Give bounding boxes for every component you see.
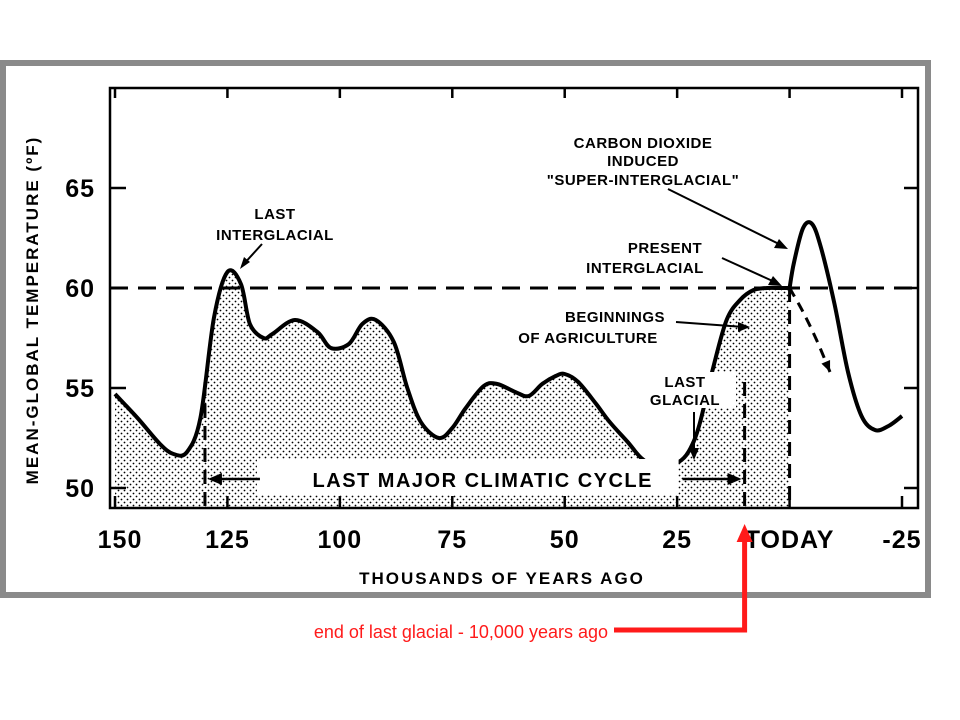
x-tick-label: -25 xyxy=(882,526,921,554)
x-tick-label: 125 xyxy=(205,526,250,554)
annotation-line: PRESENT xyxy=(628,240,702,257)
annotation-line: "SUPER-INTERGLACIAL" xyxy=(547,172,740,189)
y-tick-label: 60 xyxy=(65,275,95,303)
callout-arrowhead xyxy=(736,524,753,542)
stippled-area xyxy=(115,270,790,508)
annotation-present-interglacial: PRESENT INTERGLACIAL xyxy=(586,240,704,277)
annotation-carbon-dioxide: CARBON DIOXIDE INDUCED "SUPER-INTERGLACI… xyxy=(547,135,740,189)
y-tick-label: 65 xyxy=(65,175,95,203)
axis-ticks xyxy=(110,88,918,508)
series-natural-decline xyxy=(788,287,832,373)
x-tick-label: TODAY xyxy=(745,526,835,554)
annotation-line: INTERGLACIAL xyxy=(216,227,334,244)
climatic-cycle-marker: LAST MAJOR CLIMATIC CYCLE xyxy=(207,459,742,495)
annotation-line: INTERGLACIAL xyxy=(586,260,704,277)
annotation-agriculture: BEGINNINGS OF AGRICULTURE xyxy=(518,309,665,347)
arrow-carbon-dioxide xyxy=(667,188,784,247)
annotation-line: OF AGRICULTURE xyxy=(518,330,658,347)
arrow-present-interglacial xyxy=(721,257,778,284)
cycle-arrowhead-right xyxy=(727,473,742,485)
x-tick-label: 25 xyxy=(662,526,692,554)
callout xyxy=(614,524,753,633)
arrowhead xyxy=(738,322,750,332)
arrowhead xyxy=(689,448,699,460)
arrow-agriculture xyxy=(675,321,745,328)
x-tick-labels: 150 125 100 75 50 25 TODAY -25 xyxy=(98,526,921,554)
arrowhead xyxy=(774,239,788,249)
x-tick-label: 100 xyxy=(317,526,362,554)
annotation-line: BEGINNINGS xyxy=(565,309,665,326)
callout-text: end of last glacial - 10,000 years ago xyxy=(314,622,608,642)
x-tick-label: 50 xyxy=(550,526,580,554)
stipple-fill xyxy=(115,270,790,508)
x-axis-title: THOUSANDS OF YEARS AGO xyxy=(359,569,645,588)
x-tick-label: 150 xyxy=(98,526,143,554)
cycle-label-backdrop xyxy=(256,459,679,495)
annotation-line: LAST xyxy=(664,374,705,391)
cycle-arrowhead-left xyxy=(207,473,222,485)
annotation-last-glacial: LAST GLACIAL xyxy=(634,372,736,409)
y-axis-title: MEAN-GLOBAL TEMPERATURE (ºF) xyxy=(23,136,42,485)
y-tick-label: 55 xyxy=(65,375,95,403)
annotation-line: LAST xyxy=(254,206,295,223)
annotation-arrows xyxy=(240,188,788,460)
x-tick-label: 75 xyxy=(437,526,467,554)
y-tick-label: 50 xyxy=(65,475,95,503)
temperature-curves xyxy=(113,220,904,469)
series-past-temperature xyxy=(113,268,790,469)
callout-line xyxy=(614,540,748,633)
annotation-last-interglacial: LAST INTERGLACIAL xyxy=(216,206,334,244)
annotation-line: CARBON DIOXIDE xyxy=(574,135,713,152)
y-tick-labels: 50 55 60 65 xyxy=(65,175,95,503)
series-super-interglacial xyxy=(787,220,904,433)
arrowhead xyxy=(240,257,250,269)
arrowhead xyxy=(768,276,782,286)
annotation-line: INDUCED xyxy=(607,153,679,170)
label-backdrop xyxy=(634,372,736,408)
decline-arrowhead xyxy=(821,360,831,372)
cycle-label: LAST MAJOR CLIMATIC CYCLE xyxy=(313,470,653,492)
annotation-line: GLACIAL xyxy=(650,392,720,409)
